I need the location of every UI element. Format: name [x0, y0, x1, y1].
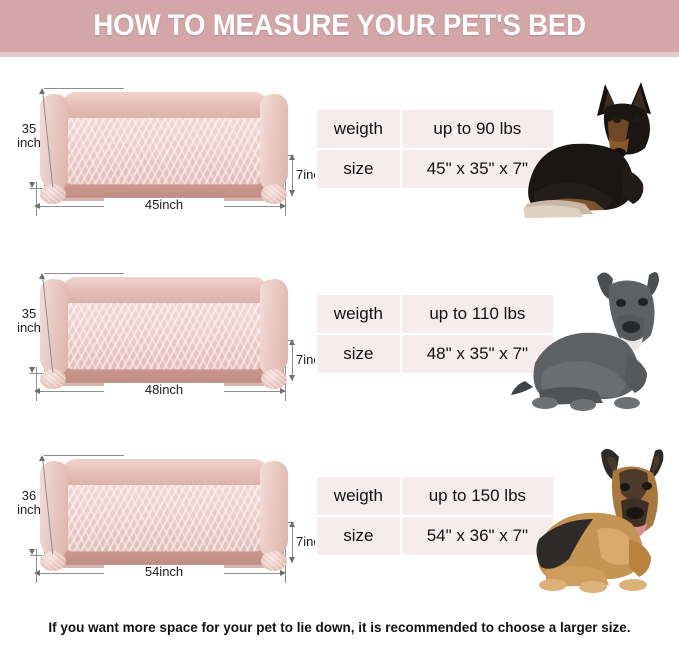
bed-left-bolster-cap: [40, 184, 66, 204]
bed-right-bolster-cap: [261, 369, 287, 389]
table-row: size 48" x 35" x 7": [317, 335, 553, 373]
depth-dimension-line: [292, 156, 293, 196]
width-arrow-right-icon: [280, 203, 286, 209]
bed-sleeping-surface: [62, 114, 266, 185]
width-arrow-left-icon: [34, 203, 40, 209]
banner-underline: [0, 52, 679, 57]
width-dimension-label: 45inch: [104, 198, 224, 212]
spec-size-key: size: [317, 335, 400, 373]
table-row: size 45" x 35" x 7": [317, 150, 553, 188]
pet-bed-graphic: [38, 271, 288, 391]
bed-left-bolster-cap: [40, 369, 66, 389]
spec-size-key: size: [317, 150, 400, 188]
depth-arrow-top-icon: [289, 339, 295, 345]
width-dimension-label: 48inch: [104, 383, 224, 397]
depth-arrow-bottom-icon: [289, 375, 295, 381]
doberman-dog-photo: [509, 76, 677, 226]
depth-arrow-top-icon: [289, 521, 295, 527]
bed-right-bolster: [260, 92, 288, 192]
extension-line-left: [36, 367, 37, 401]
table-row: weigth up to 150 lbs: [317, 477, 553, 515]
header-banner: HOW TO MEASURE YOUR PET'S BED: [0, 0, 679, 52]
bed-sleeping-surface: [62, 481, 266, 552]
spec-weight-value: up to 150 lbs: [401, 477, 553, 515]
height-arrow-bottom-icon: [29, 182, 35, 188]
bed-left-bolster-cap: [40, 551, 66, 571]
great-dane-dog-photo: [509, 261, 677, 411]
bed-right-bolster: [260, 277, 288, 377]
width-arrow-right-icon: [280, 570, 286, 576]
footer-note: If you want more space for your pet to l…: [48, 620, 631, 635]
german-shepherd-dog-photo: [509, 443, 677, 593]
depth-dimension-line: [292, 523, 293, 563]
height-arrow-bottom-icon: [29, 367, 35, 373]
bed-back-bolster: [62, 277, 268, 303]
spec-size-key: size: [317, 517, 400, 555]
extension-line-left: [36, 182, 37, 216]
bed-illustration: 35 inch 48inch 7inch: [8, 255, 327, 425]
spec-size-value: 54" x 36" x 7": [401, 517, 553, 555]
depth-arrow-bottom-icon: [289, 190, 295, 196]
spec-size-value: 45" x 35" x 7": [401, 150, 553, 188]
product-row: 35 inch 48inch 7inch weigth up to 110 lb…: [0, 255, 679, 435]
depth-arrow-bottom-icon: [289, 557, 295, 563]
height-arrow-top-icon: [39, 88, 45, 94]
bed-right-bolster: [260, 459, 288, 559]
table-row: weigth up to 110 lbs: [317, 295, 553, 333]
depth-dimension-line: [292, 341, 293, 381]
height-dimension-label: 35 inch: [17, 121, 41, 150]
bed-right-bolster-cap: [261, 551, 287, 571]
width-dimension-label: 54inch: [104, 565, 224, 579]
page-title: HOW TO MEASURE YOUR PET'S BED: [93, 9, 586, 42]
extension-line-left: [36, 549, 37, 583]
height-arrow-top-icon: [39, 273, 45, 279]
height-dimension-label: 36 inch: [17, 488, 41, 517]
depth-arrow-top-icon: [289, 154, 295, 160]
width-arrow-right-icon: [280, 388, 286, 394]
bed-back-bolster: [62, 459, 268, 485]
product-row: 35 inch 45inch 7inch weigth up to 90 lbs…: [0, 70, 679, 250]
spec-weight-key: weigth: [317, 295, 400, 333]
height-arrow-bottom-icon: [29, 549, 35, 555]
bed-illustration: 36 inch 54inch 7inch: [8, 437, 327, 607]
bed-back-bolster: [62, 92, 268, 118]
extension-line-top: [44, 455, 124, 456]
height-arrow-top-icon: [39, 455, 45, 461]
spec-size-value: 48" x 35" x 7": [401, 335, 553, 373]
pet-bed-graphic: [38, 453, 288, 573]
bed-sleeping-surface: [62, 299, 266, 370]
table-row: weigth up to 90 lbs: [317, 110, 553, 148]
spec-weight-key: weigth: [317, 477, 400, 515]
table-row: size 54" x 36" x 7": [317, 517, 553, 555]
pet-bed-graphic: [38, 86, 288, 206]
bed-illustration: 35 inch 45inch 7inch: [8, 70, 327, 240]
bed-right-bolster-cap: [261, 184, 287, 204]
spec-table: weigth up to 110 lbs size 48" x 35" x 7": [315, 293, 555, 375]
product-row: 36 inch 54inch 7inch weigth up to 150 lb…: [0, 437, 679, 617]
spec-weight-value: up to 110 lbs: [401, 295, 553, 333]
height-dimension-label: 35 inch: [17, 306, 41, 335]
spec-weight-key: weigth: [317, 110, 400, 148]
extension-line-top: [44, 88, 124, 89]
spec-table: weigth up to 150 lbs size 54" x 36" x 7": [315, 475, 555, 557]
extension-line-top: [44, 273, 124, 274]
width-arrow-left-icon: [34, 388, 40, 394]
spec-table: weigth up to 90 lbs size 45" x 35" x 7": [315, 108, 555, 190]
width-arrow-left-icon: [34, 570, 40, 576]
spec-weight-value: up to 90 lbs: [401, 110, 553, 148]
